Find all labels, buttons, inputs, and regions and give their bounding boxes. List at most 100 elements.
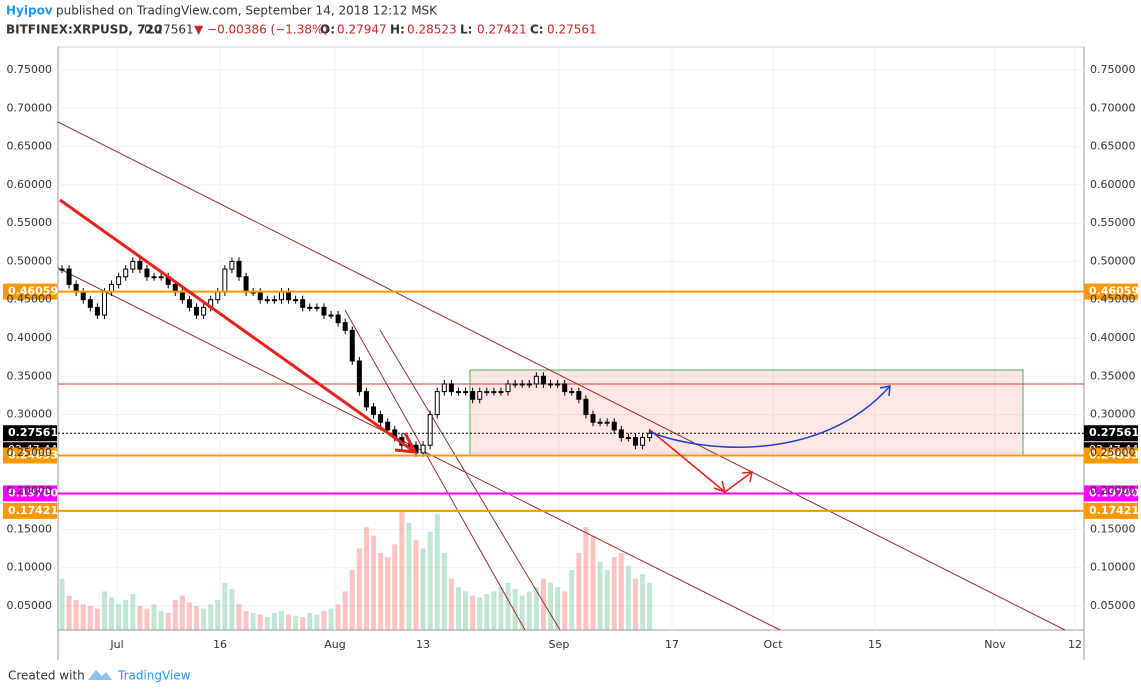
y-tick-label: 0.75000 xyxy=(7,63,53,76)
price-label-box xyxy=(3,283,57,300)
trend-lines xyxy=(57,121,1066,631)
volume-bar xyxy=(215,600,221,630)
down-arrow xyxy=(59,198,418,454)
volume-bar xyxy=(526,591,532,630)
footer-text: Created with xyxy=(8,669,85,683)
volume-bar xyxy=(116,604,122,630)
x-tick-label: Nov xyxy=(984,638,1006,651)
candle xyxy=(498,391,504,394)
volume-bar xyxy=(257,614,263,630)
price-label-box xyxy=(1084,425,1138,442)
y-tick-label: 0.60000 xyxy=(1090,178,1136,191)
price-label: 0.19700 xyxy=(8,486,58,499)
candle xyxy=(293,299,299,302)
x-tick-label: Aug xyxy=(324,638,345,651)
candle xyxy=(470,391,476,400)
price-label: 0.24653 xyxy=(8,449,58,462)
volume-bar xyxy=(229,588,235,630)
logo[interactable] xyxy=(88,670,112,680)
volume-bar xyxy=(59,578,65,630)
x-tick-label: Oct xyxy=(763,638,783,651)
candle xyxy=(385,421,391,431)
volume-bar xyxy=(441,552,447,630)
projection-curve xyxy=(649,385,891,448)
y-tick-label: 0.65000 xyxy=(7,140,53,153)
y-tick-label: 0.55000 xyxy=(1090,216,1136,229)
candle xyxy=(236,260,242,278)
candle xyxy=(229,260,235,270)
volume-bar xyxy=(144,608,150,630)
volume-bar xyxy=(470,595,476,630)
change: ▼ −0.00386 (−1.38%) xyxy=(194,23,328,37)
candle xyxy=(455,391,461,394)
volume-bar xyxy=(604,570,610,630)
volume-bar xyxy=(448,578,454,630)
y-tick-label: 0.30000 xyxy=(7,408,53,421)
volume-bar xyxy=(80,604,86,630)
volume-bar xyxy=(130,594,136,630)
candle xyxy=(144,268,150,278)
candle xyxy=(201,306,207,316)
y-tick-label: 0.60000 xyxy=(7,178,53,191)
volume-bar xyxy=(101,591,107,630)
y-tick-label: 0.40000 xyxy=(1090,331,1136,344)
candle xyxy=(215,291,221,301)
volume-bar xyxy=(73,600,79,630)
candle xyxy=(130,260,136,270)
author[interactable]: Hyipov xyxy=(6,4,53,18)
volume-bar xyxy=(109,597,115,630)
ohlc-key: L: xyxy=(460,23,472,37)
y-tick-label: 0.70000 xyxy=(7,101,53,114)
volume-bar xyxy=(590,535,596,630)
brand[interactable]: TradingView xyxy=(117,669,191,683)
candle xyxy=(137,260,143,270)
volume-bar xyxy=(484,594,490,630)
candle xyxy=(257,291,263,301)
volume-bar xyxy=(371,535,377,630)
candle xyxy=(222,268,228,293)
volume-bar xyxy=(236,604,242,630)
volume-bar xyxy=(293,616,299,630)
y-tick-label: 0.45000 xyxy=(1090,293,1136,306)
candle xyxy=(80,291,86,301)
ohlc-key: O: xyxy=(320,23,335,37)
candle xyxy=(548,383,554,386)
candle xyxy=(116,276,122,285)
volume-bar xyxy=(321,611,327,630)
candle xyxy=(434,391,440,416)
volume-bar xyxy=(597,561,603,630)
volume-bar xyxy=(243,611,249,630)
candle xyxy=(378,414,384,423)
candle xyxy=(519,383,525,386)
y-tick-label: 0.50000 xyxy=(7,254,53,267)
candle xyxy=(151,276,157,279)
candle xyxy=(569,391,575,394)
volume-bar xyxy=(583,527,589,630)
candle xyxy=(286,291,292,301)
volume-bar xyxy=(286,614,292,630)
volume-bar xyxy=(512,588,518,630)
candle xyxy=(604,421,610,424)
x-tick-label: 17 xyxy=(665,638,679,651)
volume-bar xyxy=(300,617,306,630)
volume-bar xyxy=(328,608,334,630)
volume-bar xyxy=(271,612,277,630)
symbol: BITFINEX:XRPUSD, 720 xyxy=(6,23,162,37)
price-label: 0.46059 xyxy=(8,285,58,298)
volume-bar xyxy=(87,606,93,630)
volume-bar xyxy=(349,570,355,630)
candle xyxy=(59,268,65,271)
candle xyxy=(420,444,426,454)
y-tick-label: 0.20000 xyxy=(7,484,53,497)
volume-bar xyxy=(186,602,192,630)
volume-bar xyxy=(264,617,270,630)
x-tick-label: Sep xyxy=(549,638,570,651)
candle xyxy=(123,268,129,278)
volume-bar xyxy=(158,611,164,630)
volume-bar xyxy=(427,531,433,630)
candle xyxy=(243,276,249,293)
range-box xyxy=(469,369,1024,456)
y-tick-label: 0.75000 xyxy=(1090,63,1136,76)
